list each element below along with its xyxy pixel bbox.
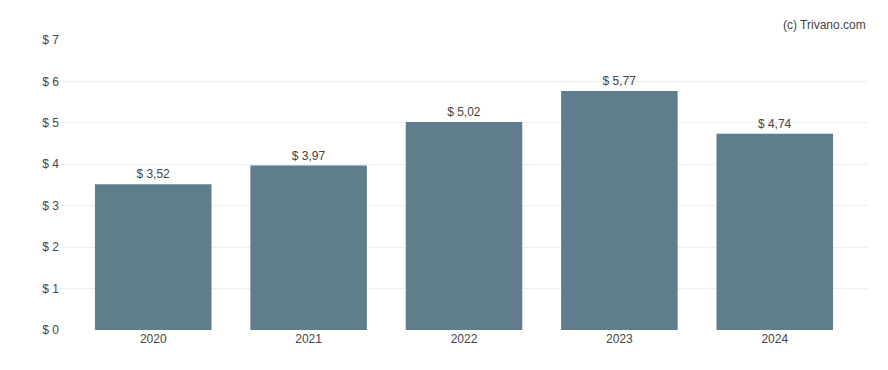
svg-text:$ 5,77: $ 5,77 (603, 74, 637, 88)
svg-text:2022: 2022 (451, 332, 478, 346)
svg-text:$ 0: $ 0 (42, 323, 59, 337)
svg-text:$ 5,02: $ 5,02 (447, 105, 481, 119)
svg-text:$ 3,97: $ 3,97 (292, 149, 326, 163)
svg-text:(c) Trivano.com: (c) Trivano.com (783, 18, 866, 32)
svg-text:2024: 2024 (761, 332, 788, 346)
svg-text:2023: 2023 (606, 332, 633, 346)
svg-text:$ 3,52: $ 3,52 (136, 167, 170, 181)
svg-text:$ 4: $ 4 (42, 157, 59, 171)
svg-text:$ 1: $ 1 (42, 282, 59, 296)
svg-text:2021: 2021 (295, 332, 322, 346)
svg-text:$ 7: $ 7 (42, 33, 59, 47)
svg-text:$ 4,74: $ 4,74 (758, 117, 792, 131)
svg-text:2020: 2020 (140, 332, 167, 346)
svg-text:$ 2: $ 2 (42, 240, 59, 254)
svg-text:$ 6: $ 6 (42, 75, 59, 89)
svg-text:$ 3: $ 3 (42, 199, 59, 213)
svg-text:$ 5: $ 5 (42, 116, 59, 130)
